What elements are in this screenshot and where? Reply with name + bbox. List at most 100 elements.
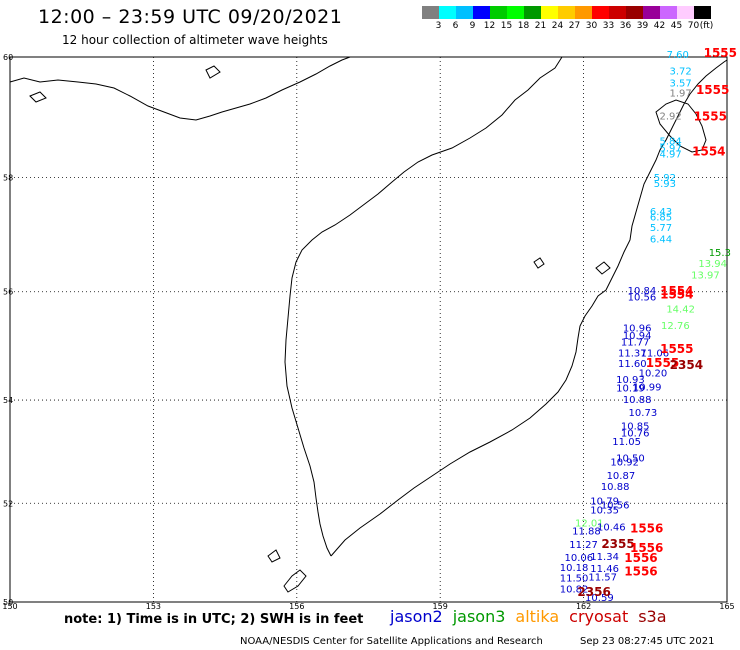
pass-time-label: 1554	[660, 287, 693, 301]
colorbar-swatch	[575, 6, 592, 19]
pass-time-label: 1554	[660, 284, 693, 298]
wave-height-label: 10.79	[590, 496, 619, 507]
kuril-island-2	[283, 569, 307, 593]
wave-height-label: 7.60	[667, 50, 689, 61]
colorbar-swatch	[541, 6, 558, 19]
wave-height-label: 13.94	[698, 259, 727, 270]
footer-credit: NOAA/NESDIS Center for Satellite Applica…	[240, 636, 543, 647]
wave-height-label: 10.88	[623, 395, 652, 406]
wave-height-label: 10.96	[623, 323, 652, 334]
graticule	[10, 57, 727, 602]
pass-time-label: 1555	[646, 356, 679, 370]
wave-height-label: 3.72	[670, 66, 692, 77]
wave-height-label: 6.85	[650, 213, 672, 224]
wave-height-label: 10.06	[564, 553, 593, 564]
colorbar-label: 39	[636, 21, 649, 31]
wave-height-label: 13.97	[691, 270, 720, 281]
pass-time-label: 2356	[577, 585, 610, 599]
lon-tick-label: 162	[576, 602, 591, 611]
wave-height-label: 10.93	[616, 375, 645, 386]
colorbar-swatch	[694, 6, 711, 19]
wave-height-label: 10.87	[607, 471, 636, 482]
wave-height-label: 11.37	[618, 348, 647, 359]
northern-islet	[205, 65, 221, 79]
colorbar-label: 27	[568, 21, 581, 31]
lat-tick-label: 50	[3, 598, 13, 607]
wave-height-label: 11.88	[572, 526, 601, 537]
kuril-island-1	[267, 549, 281, 563]
coastline	[9, 56, 728, 593]
lon-tick-label: 156	[289, 602, 304, 611]
pass-time-label: 1556	[630, 521, 663, 535]
satellite-legend: jason2 jason3 altika cryosat s3a	[390, 607, 677, 626]
wave-height-label: 5.93	[654, 179, 676, 190]
wave-height-label: 10.20	[639, 369, 668, 380]
pass-time-label: 1554	[692, 144, 725, 158]
colorbar-label: 18	[517, 21, 530, 31]
colorbar-swatch	[507, 6, 524, 19]
wave-height-label: 10.88	[601, 482, 630, 493]
legend-s3a: s3a	[638, 607, 667, 626]
wave-height-label: 10.18	[560, 563, 589, 574]
lon-tick-label: 165	[719, 602, 734, 611]
wave-height-label: 10.82	[560, 584, 589, 595]
colorbar-swatch	[439, 6, 456, 19]
lat-tick-label: 54	[3, 396, 13, 405]
wave-height-label: 15.3	[709, 248, 731, 259]
wave-height-label: 11.27	[569, 540, 598, 551]
wave-height-label: 10.59	[585, 593, 614, 604]
kamchatka-east-coast	[330, 59, 728, 557]
wave-height-label: 11.57	[588, 573, 617, 584]
pass-time-label: 2355	[601, 537, 634, 551]
wave-height-label: 10.99	[633, 383, 662, 394]
wave-height-label: 12.76	[661, 321, 690, 332]
colorbar	[422, 6, 711, 19]
wave-height-label: 5.84	[659, 137, 681, 148]
wave-height-label: 11.60	[618, 359, 647, 370]
wave-height-label: 11.05	[612, 437, 641, 448]
colorbar-label: 24	[551, 21, 564, 31]
legend-jason3: jason3	[452, 607, 506, 626]
colorbar-swatch	[490, 6, 507, 19]
colorbar-label: 21	[534, 21, 547, 31]
colorbar-label: 12	[483, 21, 496, 31]
colorbar-swatch	[422, 6, 439, 19]
wave-height-label: 10.56	[628, 293, 657, 304]
page-title: 12:00 – 23:59 UTC 09/20/2021	[38, 6, 343, 28]
colorbar-label: 42	[653, 21, 666, 31]
northern-coast	[9, 56, 351, 121]
wave-height-label: 10.76	[621, 429, 650, 440]
colorbar-swatch	[592, 6, 609, 19]
wave-height-label: 10.35	[590, 505, 619, 516]
wave-height-label: 1.97	[670, 88, 692, 99]
longitude-axis: 150 153 156 159 162 165	[2, 602, 734, 611]
pass-time-label: 1555	[696, 83, 729, 97]
northern-islet-west	[29, 91, 47, 103]
colorbar-label: 6	[452, 21, 459, 31]
pass-time-label: 1556	[624, 551, 657, 565]
wave-height-label: 11.77	[621, 337, 650, 348]
wave-height-label: 5.97	[659, 144, 681, 155]
wave-height-label: 10.46	[597, 522, 626, 533]
pass-time-label: 1556	[624, 564, 657, 578]
colorbar-swatch	[643, 6, 660, 19]
pass-time-label: 2354	[670, 358, 703, 372]
colorbar-swatch	[524, 6, 541, 19]
wave-height-label: 5.92	[654, 173, 676, 184]
wave-height-labels: 7.60 3.72 3.571.97 2.92 5.845.974.97 5.925.93…	[560, 46, 737, 604]
colorbar-swatch	[473, 6, 490, 19]
pass-time-label: 1556	[630, 541, 663, 555]
kamchatka-west-coast	[284, 56, 563, 557]
pass-time-label: 1555	[704, 46, 737, 60]
page-subtitle: 12 hour collection of altimeter wave hei…	[62, 33, 328, 47]
colorbar-label: 30	[585, 21, 598, 31]
wave-height-label: 5.77	[650, 223, 672, 234]
wave-height-label: 10.19	[616, 384, 645, 395]
wave-height-label: 11.50	[560, 574, 589, 585]
colorbar-label: 15	[500, 21, 513, 31]
wave-height-label: 10.50	[616, 454, 645, 465]
lon-tick-label: 159	[433, 602, 448, 611]
legend-altika: altika	[515, 607, 560, 626]
wave-height-label: 10.56	[601, 500, 630, 511]
